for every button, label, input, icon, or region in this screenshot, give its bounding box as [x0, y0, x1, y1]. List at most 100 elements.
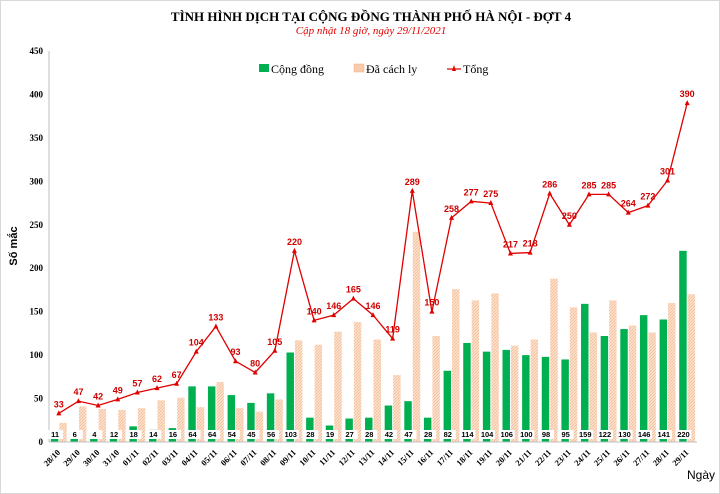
total-marker: [134, 389, 140, 395]
total-label: 47: [73, 387, 83, 397]
total-label: 285: [581, 180, 596, 190]
bar-label-bg: [479, 430, 496, 439]
bar-label-community: 64: [188, 430, 197, 439]
y-tick-label: 100: [30, 350, 44, 360]
total-label: 165: [346, 285, 361, 295]
total-label: 289: [405, 177, 420, 187]
bar-label-bg: [537, 430, 554, 439]
total-label: 80: [250, 358, 260, 368]
chart-subtitle: Cập nhật 18 giờ, ngày 29/11/2021: [296, 25, 447, 37]
legend-swatch-isolated: [353, 63, 365, 73]
legend: Cộng đồng Đã cách ly Tổng: [259, 62, 488, 76]
bar-label-community: 103: [284, 430, 297, 439]
bar-isolated: [236, 408, 244, 442]
total-marker: [507, 250, 513, 256]
bar-label-community: 28: [306, 430, 314, 439]
x-tick-label: 27/11: [631, 447, 651, 467]
x-tick-label: 19/11: [474, 447, 494, 467]
x-tick-label: 10/11: [297, 447, 317, 467]
bar-community: [502, 349, 510, 442]
bar-isolated: [471, 300, 480, 442]
bar-isolated: [510, 345, 519, 442]
bar-label-bg: [145, 430, 162, 439]
bar-community: [227, 395, 236, 442]
bar-community: [463, 342, 471, 442]
total-label: 42: [93, 392, 103, 402]
bar-label-bg: [596, 430, 613, 439]
bar-community: [620, 329, 628, 442]
bar-isolated: [432, 335, 440, 442]
bar-isolated: [314, 344, 323, 442]
bar-isolated: [177, 397, 185, 442]
total-label: 57: [132, 378, 142, 388]
bar-community: [659, 319, 668, 442]
total-label: 93: [231, 347, 241, 357]
x-tick-label: 18/11: [454, 447, 474, 467]
y-tick-label: 150: [30, 307, 44, 317]
bar-isolated: [334, 331, 342, 442]
total-marker: [95, 402, 101, 408]
x-tick-label: 01/11: [120, 447, 140, 467]
bar-isolated: [491, 293, 499, 442]
x-tick-label: 07/11: [238, 447, 258, 467]
total-marker: [370, 312, 376, 318]
bar-label-community: 122: [599, 430, 612, 439]
x-tick-label: 28/11: [651, 447, 671, 467]
bar-label-community: 114: [461, 430, 474, 439]
bar-isolated: [255, 411, 264, 442]
total-marker: [527, 249, 533, 255]
total-marker: [488, 200, 494, 206]
y-tick-label: 350: [30, 133, 44, 143]
bar-label-bg: [223, 430, 240, 439]
bar-isolated: [157, 400, 165, 442]
x-tick-label: 11/11: [317, 447, 337, 467]
y-tick-label: 250: [30, 220, 44, 230]
total-marker: [272, 347, 278, 353]
bar-community: [541, 356, 550, 442]
total-marker: [233, 358, 239, 364]
bar-community: [365, 417, 373, 442]
x-tick-label: 29/11: [670, 447, 690, 467]
total-marker: [684, 100, 690, 106]
bar-isolated: [628, 325, 637, 442]
bar-label-bg: [498, 430, 515, 439]
bar-isolated: [137, 408, 146, 442]
bar-isolated: [452, 289, 460, 442]
bar-isolated: [393, 375, 401, 442]
bar-label-bg: [263, 430, 280, 439]
bar-label-community: 146: [638, 430, 651, 439]
total-label: 272: [640, 192, 655, 202]
bar-label-bg: [282, 430, 299, 439]
bar-community: [286, 352, 294, 442]
bar-isolated: [216, 382, 224, 442]
bar-label-bg: [302, 430, 319, 439]
x-tick-label: 05/11: [199, 447, 219, 467]
bar-community: [522, 355, 530, 442]
total-label: 146: [365, 301, 380, 311]
total-marker: [625, 209, 631, 215]
bar-label-bg: [341, 430, 358, 439]
bar-community: [266, 393, 275, 442]
bar-community: [306, 417, 314, 442]
bar-isolated: [668, 302, 676, 442]
total-label: 140: [307, 306, 322, 316]
bar-label-bg: [184, 430, 201, 439]
bar-isolated: [687, 294, 696, 442]
y-tick-label: 400: [30, 89, 44, 99]
x-tick-label: 25/11: [592, 447, 612, 467]
x-tick-label: 21/11: [513, 447, 533, 467]
bar-isolated: [353, 322, 362, 442]
bar-label-community: 100: [520, 430, 533, 439]
bar-isolated: [98, 408, 107, 442]
bar-label-bg: [675, 430, 692, 439]
bar-isolated: [294, 340, 303, 442]
bar-isolated: [589, 332, 597, 442]
total-label: 277: [464, 187, 479, 197]
total-marker: [291, 247, 297, 253]
y-tick-label: 450: [30, 46, 44, 56]
bar-isolated: [373, 339, 381, 442]
bar-community: [581, 303, 589, 442]
chart-title: TÌNH HÌNH DỊCH TẠI CỘNG ĐỒNG THÀNH PHỐ H…: [171, 9, 572, 24]
total-label: 62: [152, 374, 162, 384]
